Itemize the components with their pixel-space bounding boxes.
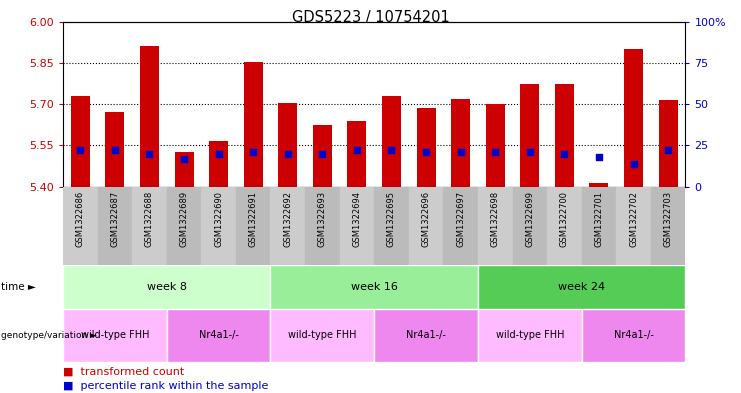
Point: [213, 151, 225, 157]
Text: GSM1322697: GSM1322697: [456, 191, 465, 247]
Point: [455, 149, 467, 155]
Point: [316, 151, 328, 157]
Text: Nr4a1-/-: Nr4a1-/-: [199, 330, 239, 340]
Bar: [348, 121, 366, 187]
Text: genotype/variation ►: genotype/variation ►: [1, 331, 98, 340]
Bar: [71, 96, 90, 187]
Point: [559, 151, 571, 157]
Bar: [582, 309, 685, 362]
Bar: [617, 187, 651, 265]
Text: GSM1322691: GSM1322691: [249, 191, 258, 246]
Text: time ►: time ►: [1, 282, 36, 292]
Bar: [63, 187, 98, 265]
Bar: [270, 265, 478, 309]
Bar: [140, 46, 159, 187]
Bar: [167, 309, 270, 362]
Text: ■  transformed count: ■ transformed count: [63, 366, 185, 376]
Bar: [174, 152, 193, 187]
Bar: [270, 309, 374, 362]
Text: wild-type FHH: wild-type FHH: [81, 330, 149, 340]
Text: GSM1322694: GSM1322694: [353, 191, 362, 246]
Bar: [624, 49, 643, 187]
Text: GSM1322695: GSM1322695: [387, 191, 396, 246]
Point: [524, 149, 536, 155]
Bar: [409, 187, 443, 265]
Text: GSM1322693: GSM1322693: [318, 191, 327, 247]
Bar: [382, 96, 401, 187]
Bar: [478, 187, 513, 265]
Text: GDS5223 / 10754201: GDS5223 / 10754201: [292, 10, 449, 25]
Text: GSM1322700: GSM1322700: [560, 191, 569, 246]
Bar: [486, 104, 505, 187]
Bar: [478, 309, 582, 362]
Bar: [236, 187, 270, 265]
Point: [144, 151, 156, 157]
Text: GSM1322689: GSM1322689: [179, 191, 188, 247]
Bar: [374, 309, 478, 362]
Point: [247, 149, 259, 155]
Bar: [167, 187, 202, 265]
Bar: [651, 187, 685, 265]
Bar: [339, 187, 374, 265]
Text: GSM1322698: GSM1322698: [491, 191, 499, 247]
Bar: [279, 103, 297, 187]
Bar: [63, 265, 270, 309]
Bar: [305, 187, 339, 265]
Text: GSM1322692: GSM1322692: [283, 191, 292, 246]
Text: GSM1322702: GSM1322702: [629, 191, 638, 246]
Bar: [132, 187, 167, 265]
Bar: [513, 187, 547, 265]
Text: wild-type FHH: wild-type FHH: [288, 330, 356, 340]
Bar: [555, 83, 574, 187]
Text: GSM1322687: GSM1322687: [110, 191, 119, 247]
Point: [628, 160, 639, 167]
Text: GSM1322686: GSM1322686: [76, 191, 84, 247]
Bar: [105, 112, 124, 187]
Point: [74, 147, 86, 154]
Bar: [416, 108, 436, 187]
Point: [351, 147, 363, 154]
Bar: [451, 99, 470, 187]
Bar: [582, 187, 617, 265]
Point: [282, 151, 293, 157]
Point: [109, 147, 121, 154]
Bar: [98, 187, 132, 265]
Bar: [478, 265, 685, 309]
Point: [593, 154, 605, 160]
Text: GSM1322696: GSM1322696: [422, 191, 431, 247]
Point: [178, 156, 190, 162]
Text: Nr4a1-/-: Nr4a1-/-: [406, 330, 446, 340]
Text: GSM1322688: GSM1322688: [145, 191, 154, 247]
Bar: [659, 100, 677, 187]
Point: [385, 147, 397, 154]
Bar: [270, 187, 305, 265]
Text: week 24: week 24: [558, 282, 605, 292]
Point: [489, 149, 501, 155]
Point: [420, 149, 432, 155]
Bar: [520, 83, 539, 187]
Point: [662, 147, 674, 154]
Bar: [63, 309, 167, 362]
Bar: [547, 187, 582, 265]
Text: Nr4a1-/-: Nr4a1-/-: [614, 330, 654, 340]
Text: week 16: week 16: [350, 282, 398, 292]
Bar: [443, 187, 478, 265]
Text: week 8: week 8: [147, 282, 187, 292]
Text: GSM1322690: GSM1322690: [214, 191, 223, 246]
Bar: [374, 187, 409, 265]
Text: GSM1322699: GSM1322699: [525, 191, 534, 246]
Bar: [313, 125, 332, 187]
Bar: [590, 182, 608, 187]
Bar: [202, 187, 236, 265]
Text: ■  percentile rank within the sample: ■ percentile rank within the sample: [63, 381, 268, 391]
Text: GSM1322701: GSM1322701: [594, 191, 603, 246]
Text: wild-type FHH: wild-type FHH: [496, 330, 564, 340]
Bar: [244, 61, 262, 187]
Bar: [209, 141, 228, 187]
Text: GSM1322703: GSM1322703: [664, 191, 673, 247]
